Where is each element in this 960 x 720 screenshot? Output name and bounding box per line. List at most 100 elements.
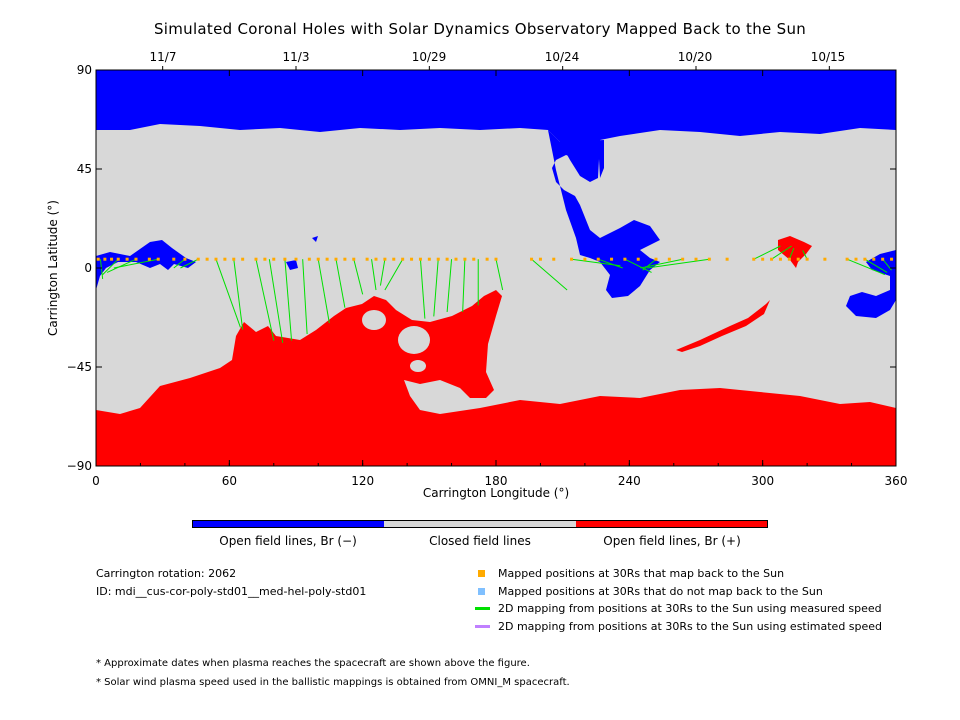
mapped-point (881, 257, 885, 261)
mapped-point (116, 257, 120, 261)
mapping-line (788, 248, 795, 260)
mapped-point (410, 257, 414, 261)
mapped-point (761, 257, 765, 261)
closed-bubble (362, 310, 386, 330)
negative-patch (312, 236, 318, 242)
north-negative-cap (96, 70, 896, 182)
mapping-line (102, 258, 119, 275)
mapping-line (302, 259, 308, 335)
mapping-line (353, 259, 364, 295)
mapping-line (284, 259, 293, 341)
mapping-line (753, 245, 781, 260)
mapped-point (854, 257, 858, 261)
y-axis-label: Carrington Latitude (°) (46, 200, 60, 336)
mapped-point (890, 257, 894, 261)
mapped-point (427, 257, 431, 261)
mapped-point (725, 257, 729, 261)
mapping-line (215, 259, 241, 328)
legend-item: 2D mapping from positions at 30Rs to the… (498, 602, 882, 615)
mapped-point (103, 257, 107, 261)
mapped-point (183, 257, 187, 261)
colorbar-label-positive: Open field lines, Br (+) (603, 534, 741, 548)
legend-item: Mapped positions at 30Rs that do not map… (498, 585, 823, 598)
mapped-point (463, 257, 467, 261)
y-tick-label: 90 (76, 63, 92, 77)
mapped-point (570, 257, 574, 261)
colorbar-label-negative: Open field lines, Br (−) (219, 534, 357, 548)
mapped-point (263, 257, 267, 261)
mapped-point (667, 257, 671, 261)
mapped-point (445, 257, 449, 261)
mapped-point (110, 257, 114, 261)
axis-ticks (95, 66, 897, 467)
x-tick-label: 300 (751, 474, 775, 488)
mapped-point (538, 257, 542, 261)
footnote: * Approximate dates when plasma reaches … (96, 658, 530, 669)
mapped-point (223, 257, 227, 261)
mapped-point (232, 257, 236, 261)
mapped-point (374, 257, 378, 261)
mapping-line (647, 258, 710, 269)
mapping-line (173, 258, 186, 269)
mapped-point (156, 257, 160, 261)
mapped-points (96, 257, 894, 261)
mapped-point (436, 257, 440, 261)
mapped-point (325, 257, 329, 261)
closed-bubble (398, 326, 430, 354)
mapping-line (180, 258, 199, 269)
mapped-point (694, 257, 698, 261)
y-tick-label: −45 (66, 360, 92, 374)
mapping-line (268, 259, 284, 343)
y-tick-label: 0 (84, 261, 92, 275)
mapped-point (196, 257, 200, 261)
mapping-line (317, 259, 330, 324)
colorbar-closed (384, 520, 576, 528)
mapped-point (778, 257, 782, 261)
x-tick-label: 60 (221, 474, 237, 488)
mapping-line (371, 259, 377, 291)
mapped-point-marker (478, 570, 485, 577)
x-tick-label: 360 (884, 474, 908, 488)
mapping-line (379, 259, 386, 286)
y-tick-label: 45 (76, 162, 92, 176)
mapping-line (642, 258, 657, 271)
mapped-point (294, 257, 298, 261)
mapping-line (384, 258, 404, 291)
colorbar-negative (192, 520, 384, 528)
mapped-point (418, 257, 422, 261)
colorbar-positive (576, 520, 768, 528)
mapped-point (770, 257, 774, 261)
mapped-point (307, 257, 311, 261)
carrington-rotation: Carrington rotation: 2062 (96, 567, 237, 580)
mapped-point (125, 257, 129, 261)
negative-patch (286, 260, 298, 270)
mapped-point (352, 257, 356, 261)
mapped-point (872, 257, 876, 261)
mapped-point (552, 257, 556, 261)
y-tick-label: −90 (66, 459, 92, 473)
mapping-line (255, 259, 275, 341)
mapped-point (623, 257, 627, 261)
positive-streak (676, 300, 770, 352)
mapping-line (462, 259, 466, 313)
mapped-point (485, 257, 489, 261)
map-regions (96, 70, 896, 466)
mapped-point (241, 257, 245, 261)
mapped-point (494, 257, 498, 261)
mapped-point (272, 257, 276, 261)
negative-hole-east (846, 250, 896, 318)
mapped-point (845, 257, 849, 261)
mapping-line (335, 259, 346, 308)
model-id: ID: mdi__cus-cor-poly-std01__med-hel-pol… (96, 585, 367, 598)
legend-item: Mapped positions at 30Rs that map back t… (498, 567, 785, 580)
chart-title: Simulated Coronal Holes with Solar Dynam… (153, 20, 807, 38)
mapped-point (392, 257, 396, 261)
mapping-line (624, 258, 652, 273)
positive-hole (778, 236, 812, 268)
mapped-point (134, 257, 138, 261)
mapping-line (640, 258, 683, 269)
mapped-point (316, 257, 320, 261)
mapping-line (233, 259, 244, 330)
mapped-point (583, 257, 587, 261)
